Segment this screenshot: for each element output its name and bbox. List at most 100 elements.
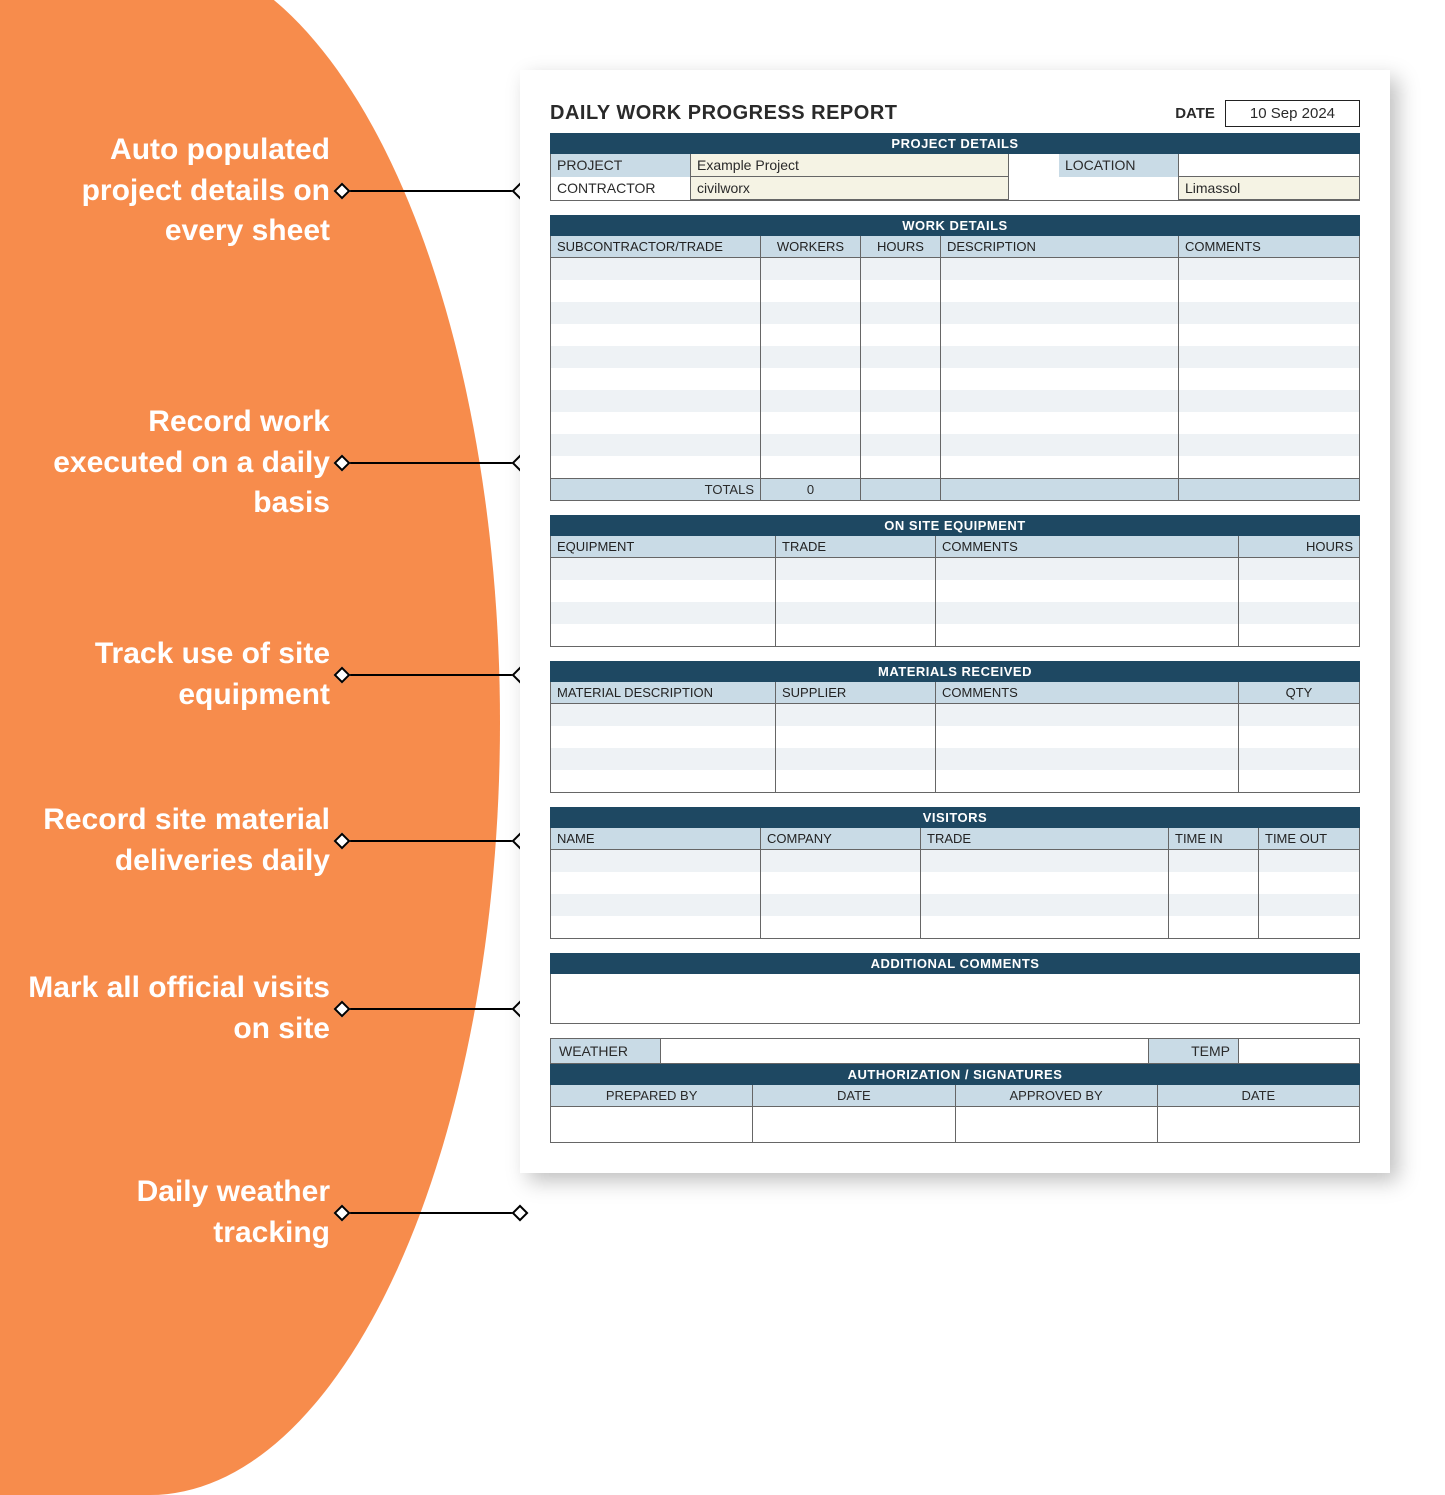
table-cell <box>1259 894 1359 916</box>
callout-line <box>342 190 520 192</box>
table-cell <box>1239 704 1359 726</box>
work-details-body <box>550 258 1360 479</box>
mt-h-qty: QTY <box>1239 682 1359 703</box>
table-cell <box>936 624 1239 646</box>
table-row <box>551 748 1359 770</box>
table-cell <box>1179 324 1359 346</box>
totals-hours <box>861 479 941 500</box>
eq-h-hours: HOURS <box>1239 536 1359 557</box>
table-row <box>551 434 1359 456</box>
location-label: LOCATION <box>1059 154 1179 177</box>
table-row <box>551 894 1359 916</box>
sig-cell <box>956 1107 1158 1142</box>
signatures-band: AUTHORIZATION / SIGNATURES <box>550 1064 1360 1085</box>
table-cell <box>551 624 776 646</box>
table-cell <box>921 894 1169 916</box>
table-row <box>551 280 1359 302</box>
table-cell <box>941 434 1179 456</box>
table-cell <box>776 726 936 748</box>
callout: Mark all official visits on site <box>20 968 520 1049</box>
vs-h-timeout: TIME OUT <box>1259 828 1359 849</box>
callout-text: Track use of site equipment <box>20 634 330 715</box>
table-cell <box>551 368 761 390</box>
report-title: DAILY WORK PROGRESS REPORT <box>550 102 898 125</box>
callout: Auto populated project details on every … <box>20 130 520 252</box>
table-row <box>551 456 1359 478</box>
table-cell <box>1239 726 1359 748</box>
table-cell <box>1179 390 1359 412</box>
table-cell <box>1179 346 1359 368</box>
temp-value <box>1239 1039 1359 1063</box>
table-cell <box>551 770 776 792</box>
callout-line <box>342 840 520 842</box>
table-cell <box>941 368 1179 390</box>
table-row <box>551 346 1359 368</box>
temp-label: TEMP <box>1149 1039 1239 1063</box>
table-cell <box>1239 602 1359 624</box>
table-cell <box>551 324 761 346</box>
table-row <box>551 850 1359 872</box>
callout-text: Record site material deliveries daily <box>20 800 330 881</box>
table-cell <box>551 456 761 478</box>
table-cell <box>1169 872 1259 894</box>
callout-line <box>342 462 520 464</box>
table-cell <box>776 704 936 726</box>
table-cell <box>861 324 941 346</box>
table-cell <box>1179 368 1359 390</box>
sig-cell <box>1158 1107 1359 1142</box>
table-cell <box>1259 916 1359 938</box>
table-cell <box>551 704 776 726</box>
callout: Record site material deliveries daily <box>20 800 520 881</box>
contractor-value: civilworx <box>691 177 1009 200</box>
visitors-body <box>550 850 1360 939</box>
table-cell <box>941 346 1179 368</box>
weather-row: WEATHER TEMP <box>550 1038 1360 1064</box>
table-cell <box>1169 850 1259 872</box>
table-cell <box>936 748 1239 770</box>
equipment-body <box>550 558 1360 647</box>
table-cell <box>761 302 861 324</box>
table-cell <box>936 602 1239 624</box>
table-cell <box>861 258 941 280</box>
materials-header: MATERIAL DESCRIPTION SUPPLIER COMMENTS Q… <box>550 682 1360 704</box>
table-row <box>551 258 1359 280</box>
table-cell <box>761 390 861 412</box>
work-details-totals: TOTALS 0 <box>550 479 1360 501</box>
table-cell <box>776 580 936 602</box>
callout-text: Daily weather tracking <box>20 1172 330 1253</box>
additional-band: ADDITIONAL COMMENTS <box>550 953 1360 974</box>
totals-comm <box>1179 479 1359 500</box>
table-cell <box>936 704 1239 726</box>
table-cell <box>761 412 861 434</box>
table-cell <box>861 280 941 302</box>
project-label: PROJECT <box>551 154 691 177</box>
location-blank2 <box>1059 177 1179 200</box>
callout-text: Record work executed on a daily basis <box>20 402 330 524</box>
table-cell <box>941 258 1179 280</box>
table-cell <box>941 280 1179 302</box>
table-row <box>551 726 1359 748</box>
table-cell <box>1169 916 1259 938</box>
table-cell <box>936 726 1239 748</box>
callout: Daily weather tracking <box>20 1172 520 1253</box>
signatures-body <box>550 1107 1360 1143</box>
table-cell <box>551 850 761 872</box>
table-row <box>551 368 1359 390</box>
table-cell <box>861 302 941 324</box>
gap <box>1009 177 1059 200</box>
eq-h-comm: COMMENTS <box>936 536 1239 557</box>
table-cell <box>551 390 761 412</box>
table-cell <box>761 280 861 302</box>
table-cell <box>1179 456 1359 478</box>
table-row <box>551 324 1359 346</box>
eq-h-trade: TRADE <box>776 536 936 557</box>
table-cell <box>551 872 761 894</box>
sig-prepared: PREPARED BY <box>551 1085 753 1106</box>
sig-cell <box>753 1107 955 1142</box>
table-cell <box>761 456 861 478</box>
table-cell <box>776 624 936 646</box>
table-row <box>551 872 1359 894</box>
table-cell <box>761 368 861 390</box>
table-cell <box>861 456 941 478</box>
mt-h-comm: COMMENTS <box>936 682 1239 703</box>
